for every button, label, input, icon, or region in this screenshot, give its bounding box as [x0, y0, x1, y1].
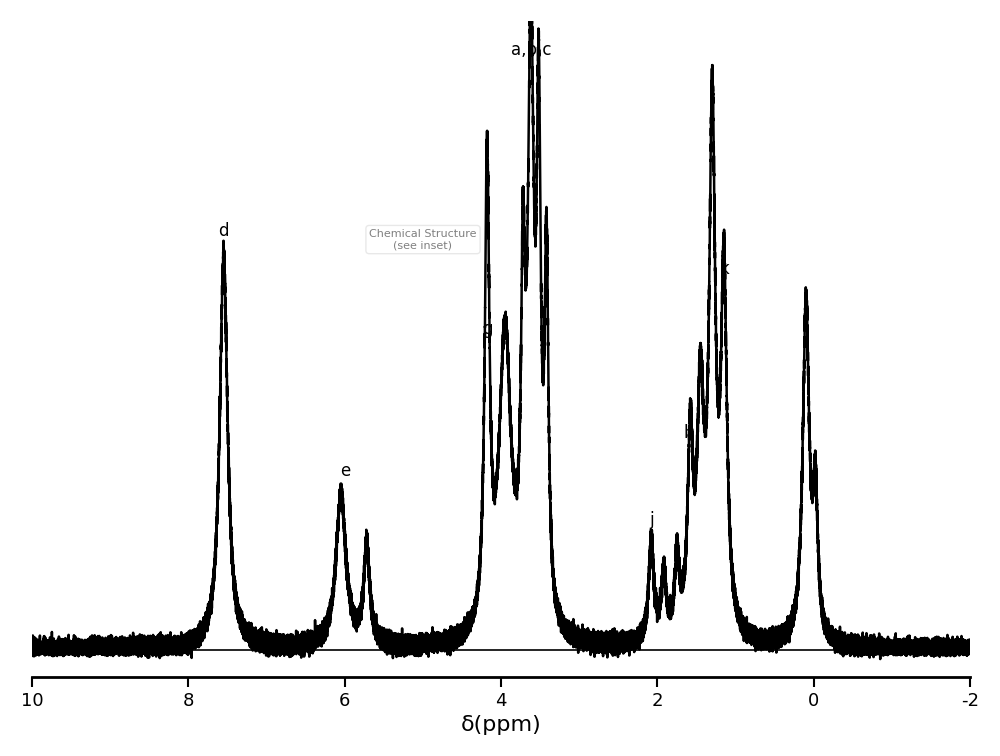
- Text: i: i: [710, 96, 715, 114]
- Text: d: d: [218, 222, 229, 240]
- Text: a,b,c: a,b,c: [511, 41, 551, 59]
- Text: Chemical Structure
(see inset): Chemical Structure (see inset): [369, 229, 477, 250]
- X-axis label: δ(ppm): δ(ppm): [461, 715, 542, 735]
- Text: h: h: [684, 424, 694, 442]
- Text: k: k: [719, 260, 729, 278]
- Text: e: e: [340, 462, 350, 480]
- Text: g: g: [482, 320, 492, 338]
- Text: j: j: [649, 511, 654, 529]
